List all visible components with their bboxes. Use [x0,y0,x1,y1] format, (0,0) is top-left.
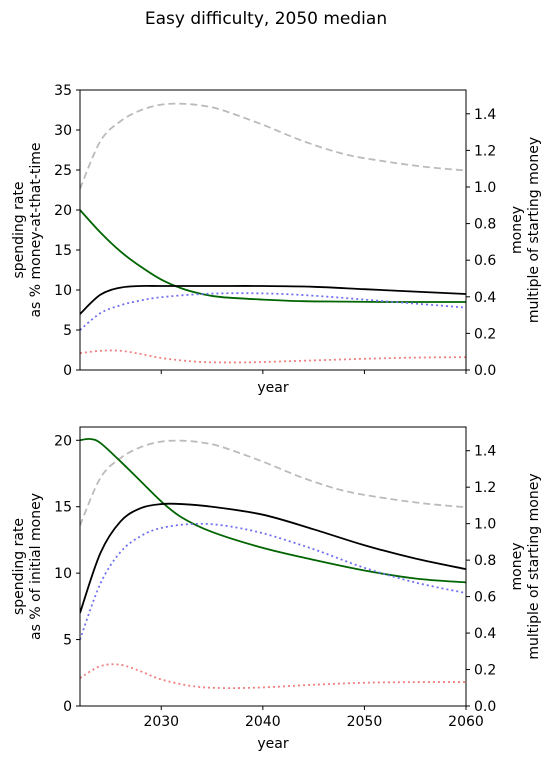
bottom-x-axis-label: year [257,736,288,752]
bottom-right-y-tick-label: 1.2 [474,480,496,496]
bottom-series-gray-dashed-line [80,439,466,526]
bottom-right-y-tick-label: 1.0 [474,517,496,533]
top-series-green-solid-line [80,209,466,303]
bottom-plot-frame [79,426,467,707]
top-left-y-axis-label-line: as % money-at-that-time [28,142,44,317]
bottom-series-group [80,437,466,690]
bottom-series-black-solid-line [80,502,466,614]
top-right-y-tick-label: 1.2 [474,143,496,159]
bottom-series-red-dotted-line [80,663,466,690]
top-right-y-tick-label: 0.4 [474,290,496,306]
bottom-right-y-tick-label: 0.2 [474,663,496,679]
top-left-y-tick-label: 10 [54,283,72,299]
bottom-right-y-axis-label-line: multiple of starting money [526,473,542,659]
bottom-left-y-tick-label: 20 [54,433,72,449]
bottom-left-y-tick-label: 15 [54,500,72,516]
bottom-x-tick-label: 2050 [347,714,383,730]
top-x-axis-label: year [257,380,288,396]
top-right-y-tick-label: 1.0 [474,180,496,196]
top-left-y-tick-label: 25 [54,163,72,179]
bottom-left-y-tick-label: 5 [63,633,72,649]
bottom-left-y-tick-label: 0 [63,699,72,715]
top-series-red-dotted-line [80,349,466,364]
top-series-gray-dashed-line [80,102,466,190]
top-series-group [80,102,466,364]
top-series-black-solid-line [80,284,466,315]
top-right-y-tick-label: 0.8 [474,217,496,233]
top-right-y-axis-label-line: multiple of starting money [526,137,542,323]
top-left-y-tick-label: 15 [54,243,72,259]
bottom-series-blue-dotted-line [80,522,466,640]
top-right-y-axis-label: moneymultiple of starting money [509,137,542,323]
bottom-chart-panel: 0 5 10 15 20 0.0 0.2 0.4 0.6 0.8 1.0 1.2 1.4 2030 2040… [11,426,542,752]
bottom-right-y-tick-label: 1.4 [474,444,496,460]
bottom-x-tick-label: 2030 [143,714,179,730]
bottom-right-y-tick-label: 0.0 [474,699,496,715]
bottom-left-y-axis-label-line: as % of initial money [28,493,44,640]
bottom-right-y-tick-label: 0.8 [474,553,496,569]
bottom-x-tick-label: 2040 [245,714,281,730]
top-chart-panel: 0 5 10 15 20 25 30 35 0.0 0.2 0.4 0.6 0.8 1.0 1.2 1.4 ye… [11,83,542,396]
top-left-y-tick-label: 0 [63,363,72,379]
bottom-right-y-tick-label: 0.6 [474,590,496,606]
bottom-right-y-tick-label: 0.4 [474,626,496,642]
figure-title: Easy difficulty, 2050 median [145,9,387,29]
top-right-y-tick-label: 0.6 [474,253,496,269]
top-right-y-tick-label: 0.2 [474,326,496,342]
bottom-series-green-solid-line [80,437,466,584]
top-left-y-tick-label: 30 [54,123,72,139]
top-left-y-tick-label: 35 [54,83,72,99]
top-plot-frame [79,89,467,371]
bottom-left-y-tick-label: 10 [54,566,72,582]
top-series-blue-dotted-line [80,292,466,331]
bottom-right-y-axis-label-line: money [509,543,525,591]
top-right-y-tick-label: 0.0 [474,363,496,379]
top-left-y-tick-label: 20 [54,203,72,219]
top-right-y-axis-label-line: money [509,206,525,254]
top-left-y-axis-label-line: spending rate [11,181,27,278]
bottom-left-y-axis-label: spending rateas % of initial money [11,493,44,640]
bottom-right-y-axis-label: moneymultiple of starting money [509,473,542,659]
top-left-y-tick-label: 5 [63,323,72,339]
bottom-x-tick-label: 2060 [448,714,484,730]
top-left-y-axis-label: spending rateas % money-at-that-time [11,142,44,317]
bottom-left-y-axis-label-line: spending rate [11,518,27,615]
top-right-y-tick-label: 1.4 [474,107,496,123]
